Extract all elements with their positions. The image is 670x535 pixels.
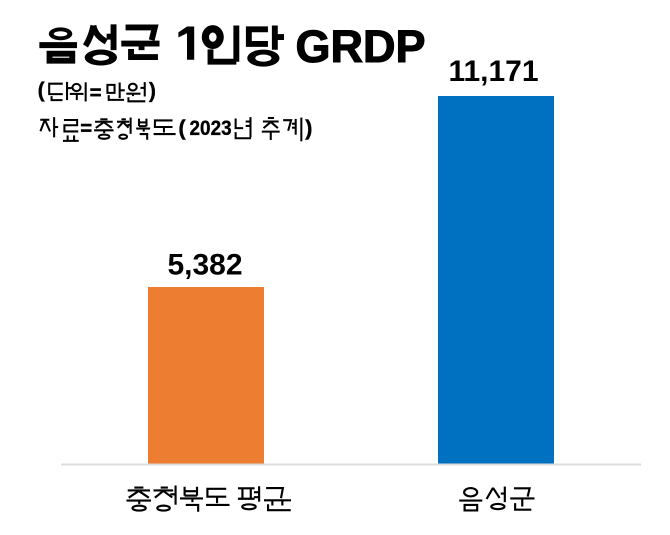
svg-text:11,171: 11,171 xyxy=(448,55,538,88)
svg-text:5,382: 5,382 xyxy=(167,249,242,282)
svg-text:=: = xyxy=(90,82,102,105)
svg-text:): ) xyxy=(305,117,312,140)
svg-text:(: ( xyxy=(179,117,187,140)
svg-text:): ) xyxy=(149,80,156,103)
svg-text:=: = xyxy=(80,117,92,140)
svg-text:(: ( xyxy=(38,79,46,102)
svg-text:GRDP: GRDP xyxy=(296,21,426,72)
svg-text:2023: 2023 xyxy=(190,117,232,140)
